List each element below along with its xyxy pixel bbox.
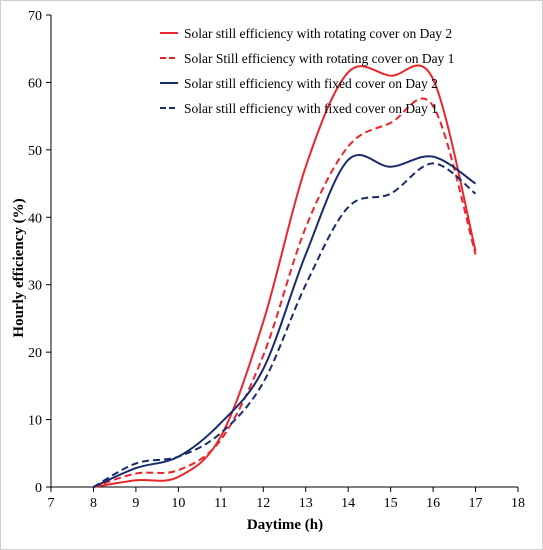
series-line-4 [92, 162, 477, 488]
y-tick-label: 40 [28, 211, 42, 226]
y-tick-label: 60 [28, 76, 42, 91]
legend-label-1: Solar still efficiency with rotating cov… [184, 26, 452, 41]
y-tick-label: 30 [28, 279, 42, 294]
x-tick-label: 15 [384, 496, 398, 511]
x-tick-label: 17 [469, 496, 483, 511]
x-tick-label: 8 [90, 496, 97, 511]
y-tick-label: 20 [28, 346, 42, 361]
legend-label-3: Solar still efficiency with fixed cover … [184, 76, 438, 91]
y-axis-title: Hourly efficiency (%) [11, 198, 27, 337]
x-tick-label: 11 [214, 496, 227, 511]
x-tick-label: 9 [132, 496, 139, 511]
x-tick-label: 16 [426, 496, 440, 511]
x-tick-label: 18 [511, 496, 525, 511]
series-line-1 [93, 64, 477, 488]
series-line-3 [93, 153, 477, 488]
x-tick-label: 10 [171, 496, 185, 511]
series-line-2 [93, 97, 477, 488]
plot-area [92, 64, 477, 488]
x-tick-label: 13 [299, 496, 313, 511]
legend: Solar still efficiency with rotating cov… [160, 26, 454, 116]
legend-label-2: Solar Still efficiency with rotating cov… [184, 51, 454, 66]
x-tick-label: 12 [256, 496, 270, 511]
x-tick-label: 14 [341, 496, 355, 511]
y-tick-label: 0 [35, 481, 42, 496]
legend-label-4: Solar still efficiency with fixed cover … [184, 101, 438, 116]
x-tick-label: 7 [48, 496, 55, 511]
y-tick-label: 50 [28, 144, 42, 159]
y-tick-label: 70 [28, 9, 42, 24]
axes: 7 8 9 10 11 12 13 14 15 16 17 18 0 10 20 30 40 50 60 70 [28, 9, 525, 511]
x-axis-title: Daytime (h) [247, 517, 323, 533]
y-tick-label: 10 [28, 414, 42, 429]
